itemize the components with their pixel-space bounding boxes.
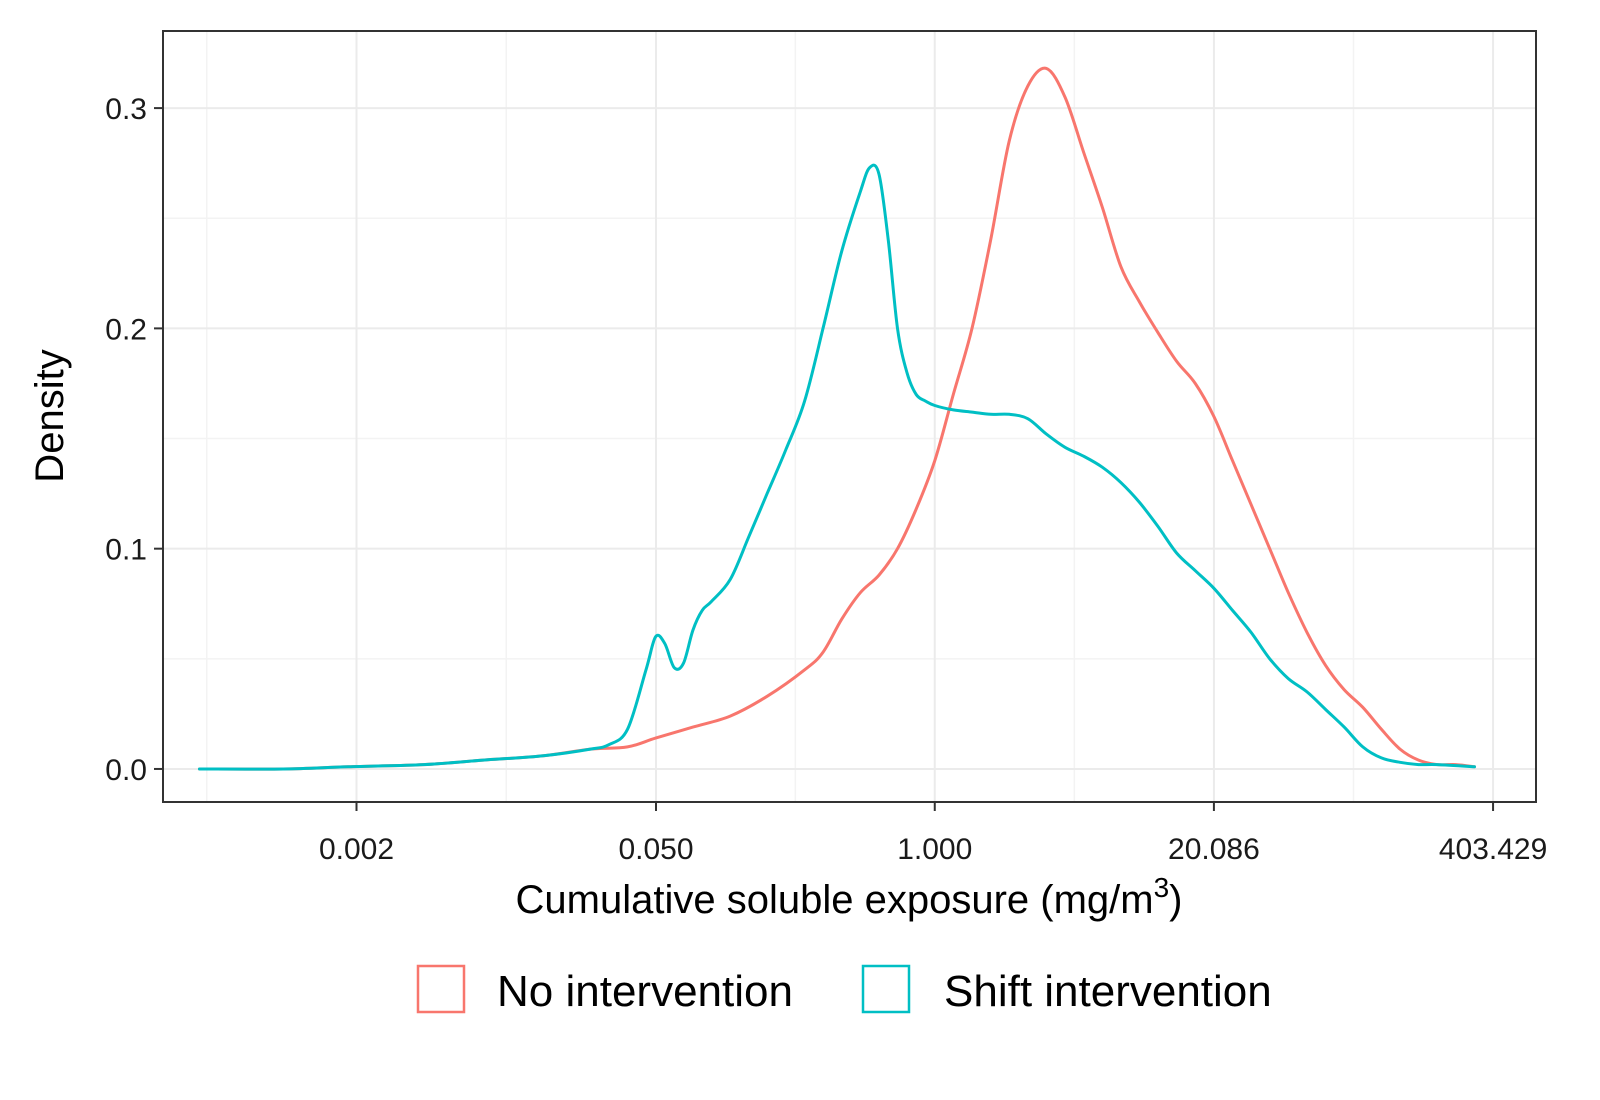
y-tick-label: 0.3 (105, 93, 147, 126)
legend-label-no-intervention: No intervention (497, 967, 793, 1016)
y-tick-label: 0.0 (105, 754, 147, 787)
series-lines (198, 66, 1476, 771)
legend-key-no-intervention (416, 964, 466, 1014)
x-axis-title: Cumulative soluble exposure (mg/m3) (516, 872, 1183, 922)
x-tick-label: 403.429 (1439, 833, 1547, 866)
x-axis-title-superscript: 3 (1154, 872, 1170, 903)
x-axis-title-main: Cumulative soluble exposure (mg/m (516, 878, 1154, 922)
x-tick-label: 20.086 (1168, 833, 1260, 866)
legend: No intervention Shift intervention (416, 964, 1272, 1016)
legend-key-shift-intervention (861, 964, 911, 1014)
x-tick-label: 0.050 (618, 833, 693, 866)
y-tick-label: 0.2 (105, 313, 147, 346)
legend-label-shift-intervention: Shift intervention (944, 967, 1272, 1016)
y-axis-title: Density (28, 349, 72, 482)
x-tick-label: 0.002 (319, 833, 394, 866)
x-axis-ticks: 0.002 0.050 1.000 20.086 403.429 (319, 802, 1547, 866)
major-gridlines (163, 31, 1536, 802)
series-line-shift-intervention (198, 163, 1476, 771)
y-axis-ticks: 0.0 0.1 0.2 0.3 (105, 93, 163, 787)
plot-panel (163, 31, 1536, 802)
minor-gridlines (163, 31, 1536, 802)
series-line-no-intervention (198, 66, 1476, 771)
y-tick-label: 0.1 (105, 534, 147, 567)
x-axis-title-suffix: ) (1169, 878, 1182, 922)
x-tick-label: 1.000 (897, 833, 972, 866)
plot-border (162, 30, 1537, 803)
